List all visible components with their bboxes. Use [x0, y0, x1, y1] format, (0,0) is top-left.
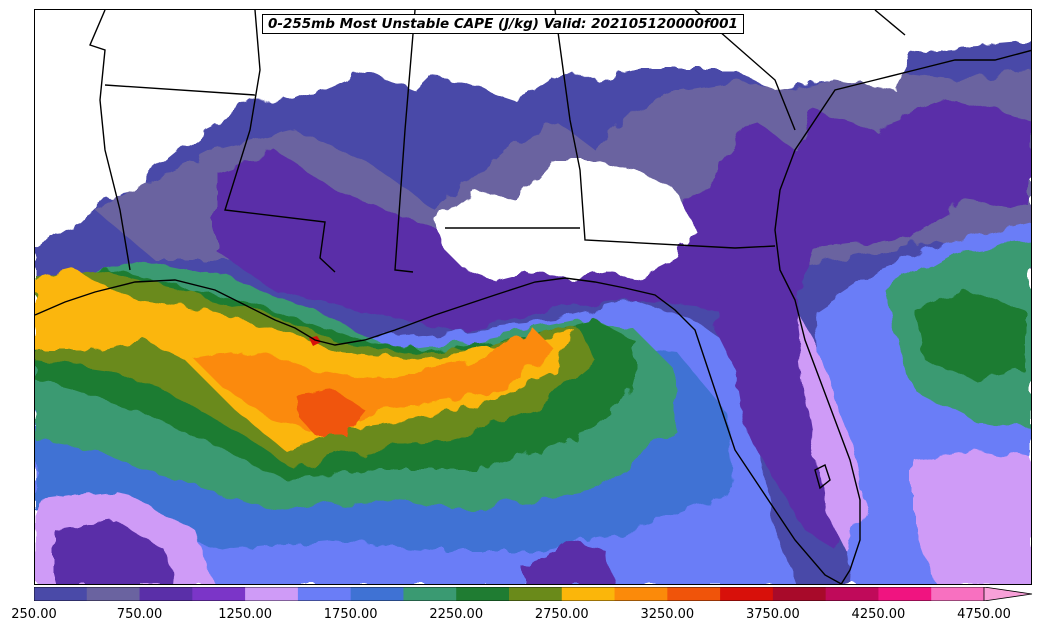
colorbar: [34, 587, 1033, 601]
colorbar-tick-label: 3250.00: [640, 607, 695, 622]
land-white-north: [35, 10, 1031, 242]
colorbar-segment: [456, 587, 510, 601]
border-ms-al: [394, 10, 416, 273]
colorbar-segment: [667, 587, 721, 601]
colorbar-tick-label: 250.00: [11, 607, 57, 622]
border-nc: [874, 10, 906, 36]
colorbar-segment: [772, 587, 827, 601]
colorbar-segment: [825, 587, 879, 601]
border-tx-la: [89, 10, 131, 271]
cape-field-purple: [215, 100, 1031, 470]
colorbar-segment: [561, 587, 616, 601]
cape-shading: [35, 10, 1031, 584]
lake-okeechobee: [814, 464, 831, 490]
cape-field-orange: [195, 330, 555, 430]
colorbar-segment: [878, 587, 932, 601]
map-panel: [34, 9, 1032, 585]
border-ga-fl: [445, 227, 776, 249]
colorbar-tick-label: 1750.00: [323, 607, 378, 622]
colorbar-segment: [34, 587, 88, 601]
cape-field-purple-sw: [55, 520, 175, 584]
cape-field-lavender-se: [915, 450, 1031, 584]
map-title: 0-255mb Most Unstable CAPE (J/kg) Valid:…: [262, 14, 744, 34]
land-white-gulfstates: [435, 160, 695, 280]
colorbar-segment: [931, 587, 985, 601]
colorbar-segment: [509, 587, 563, 601]
colorbar-segment: [403, 587, 457, 601]
colorbar-segment: [86, 587, 141, 601]
colorbar-tick-label: 750.00: [116, 607, 163, 622]
border-ar-la: [104, 84, 256, 96]
colorbar-tick-label: 4250.00: [851, 607, 906, 622]
coastline-gulf: [35, 277, 843, 584]
colorbar-segment: [720, 587, 774, 601]
cape-field-florida-lav: [795, 310, 865, 550]
colorbar-extend-arrow: [983, 587, 1033, 601]
colorbar-segment: [350, 587, 404, 601]
colorbar-segment: [297, 587, 352, 601]
colorbar-segment: [245, 587, 299, 601]
cape-map: [35, 10, 1031, 584]
colorbar-tick-label: 2750.00: [534, 607, 589, 622]
colorbar-segment: [192, 587, 246, 601]
colorbar-segment: [614, 587, 668, 601]
colorbar-tick-label: 2250.00: [429, 607, 484, 622]
cape-field-redorange: [295, 390, 365, 435]
colorbar-tick-label: 3750.00: [745, 607, 800, 622]
border-la-ms: [224, 10, 336, 273]
colorbar-tick-label: 4750.00: [957, 607, 1011, 622]
colorbar-tick-label: 1250.00: [218, 607, 272, 622]
cape-field-yellow: [35, 270, 575, 450]
cape-field-purple-s: [525, 540, 615, 584]
cape-field-darkgreen-east: [915, 290, 1025, 380]
coastline-atlantic: [774, 49, 1031, 584]
colorbar-segment: [139, 587, 193, 601]
border-al-ga: [554, 10, 736, 249]
